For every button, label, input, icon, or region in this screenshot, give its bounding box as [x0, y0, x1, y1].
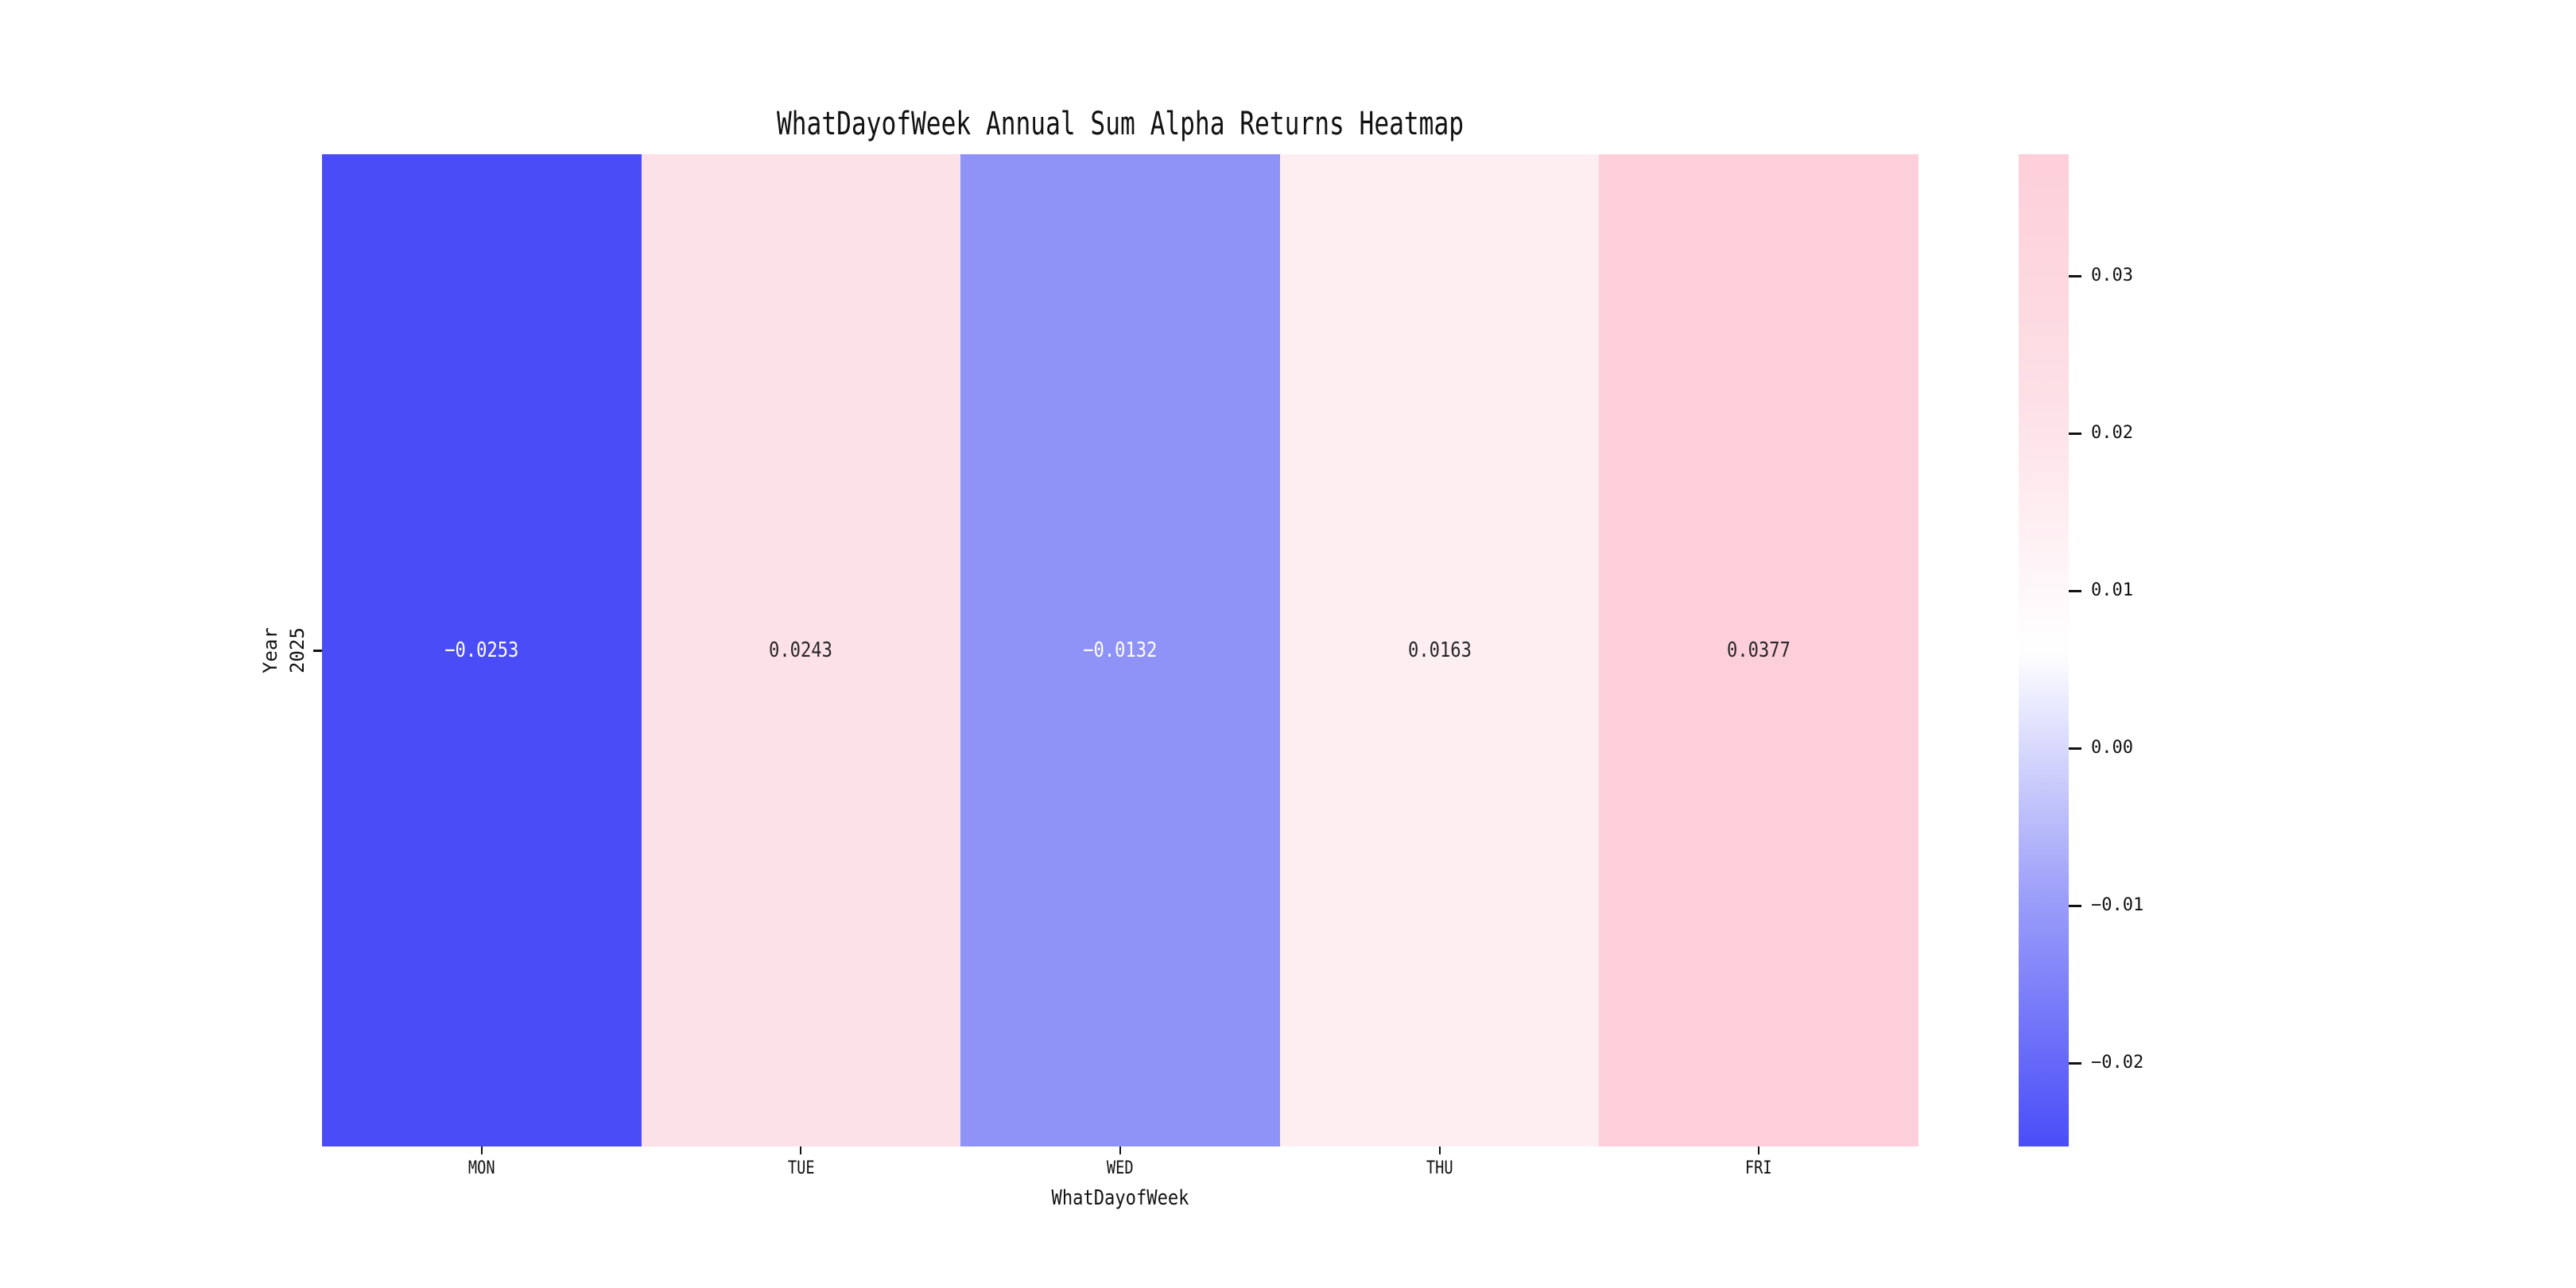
- y-tick-mark: [313, 650, 322, 652]
- cell-value-fri: 0.0377: [1727, 638, 1791, 662]
- x-tick-mark-mon: [480, 1146, 483, 1154]
- x-axis-ticks: [322, 1146, 1918, 1154]
- colorbar-tick-label: 0.02: [2091, 423, 2133, 443]
- x-tick-label-fri: FRI: [1745, 1158, 1773, 1178]
- x-tick-label-wed: WED: [1107, 1158, 1134, 1178]
- colorbar-gradient: [2019, 154, 2069, 1146]
- x-tick-label-mon: MON: [467, 1158, 495, 1178]
- x-tick-mark-wed: [1119, 1146, 1121, 1154]
- colorbar-tick-mark: [2069, 433, 2081, 435]
- y-axis-label: Year: [259, 627, 281, 673]
- chart-title: WhatDayofWeek Annual Sum Alpha Returns H…: [776, 106, 1465, 142]
- colorbar-tick-label: 0.03: [2091, 266, 2133, 285]
- heatmap-cell-fri: 0.0377: [1599, 154, 1918, 1146]
- colorbar-tick-label: 0.00: [2091, 738, 2133, 758]
- x-tick-mark-fri: [1758, 1146, 1760, 1154]
- heatmap-cell-wed: −0.0132: [960, 154, 1280, 1146]
- colorbar-tick-label: −0.02: [2091, 1053, 2144, 1073]
- x-tick-label-tue: TUE: [787, 1158, 815, 1178]
- heatmap: −0.0253 0.0243 −0.0132 0.0163 0.0377: [322, 154, 1918, 1146]
- heatmap-cell-thu: 0.0163: [1279, 154, 1600, 1146]
- cell-value-mon: −0.0253: [444, 638, 519, 662]
- x-axis-tick-labels: MON TUE WED THU FRI: [322, 1158, 1918, 1180]
- colorbar-tick-label: 0.01: [2091, 580, 2133, 600]
- x-tick-label-thu: THU: [1426, 1158, 1453, 1178]
- cell-value-thu: 0.0163: [1407, 638, 1472, 662]
- colorbar-tick-mark: [2069, 905, 2081, 907]
- x-tick-mark-tue: [800, 1146, 802, 1154]
- colorbar-tick-mark: [2069, 590, 2081, 592]
- x-tick-mark-thu: [1438, 1146, 1441, 1154]
- colorbar-tick-mark: [2069, 1062, 2081, 1065]
- cell-value-wed: −0.0132: [1083, 638, 1158, 662]
- x-axis-label: WhatDayofWeek: [1051, 1186, 1189, 1210]
- heatmap-cell-mon: −0.0253: [322, 154, 642, 1146]
- colorbar-tick-mark: [2069, 275, 2081, 277]
- cell-value-tue: 0.0243: [769, 638, 833, 662]
- y-tick-label-2025: 2025: [286, 627, 308, 673]
- colorbar-tick-label: −0.01: [2091, 895, 2144, 915]
- heatmap-cell-tue: 0.0243: [641, 154, 961, 1146]
- colorbar-tick-mark: [2069, 747, 2081, 750]
